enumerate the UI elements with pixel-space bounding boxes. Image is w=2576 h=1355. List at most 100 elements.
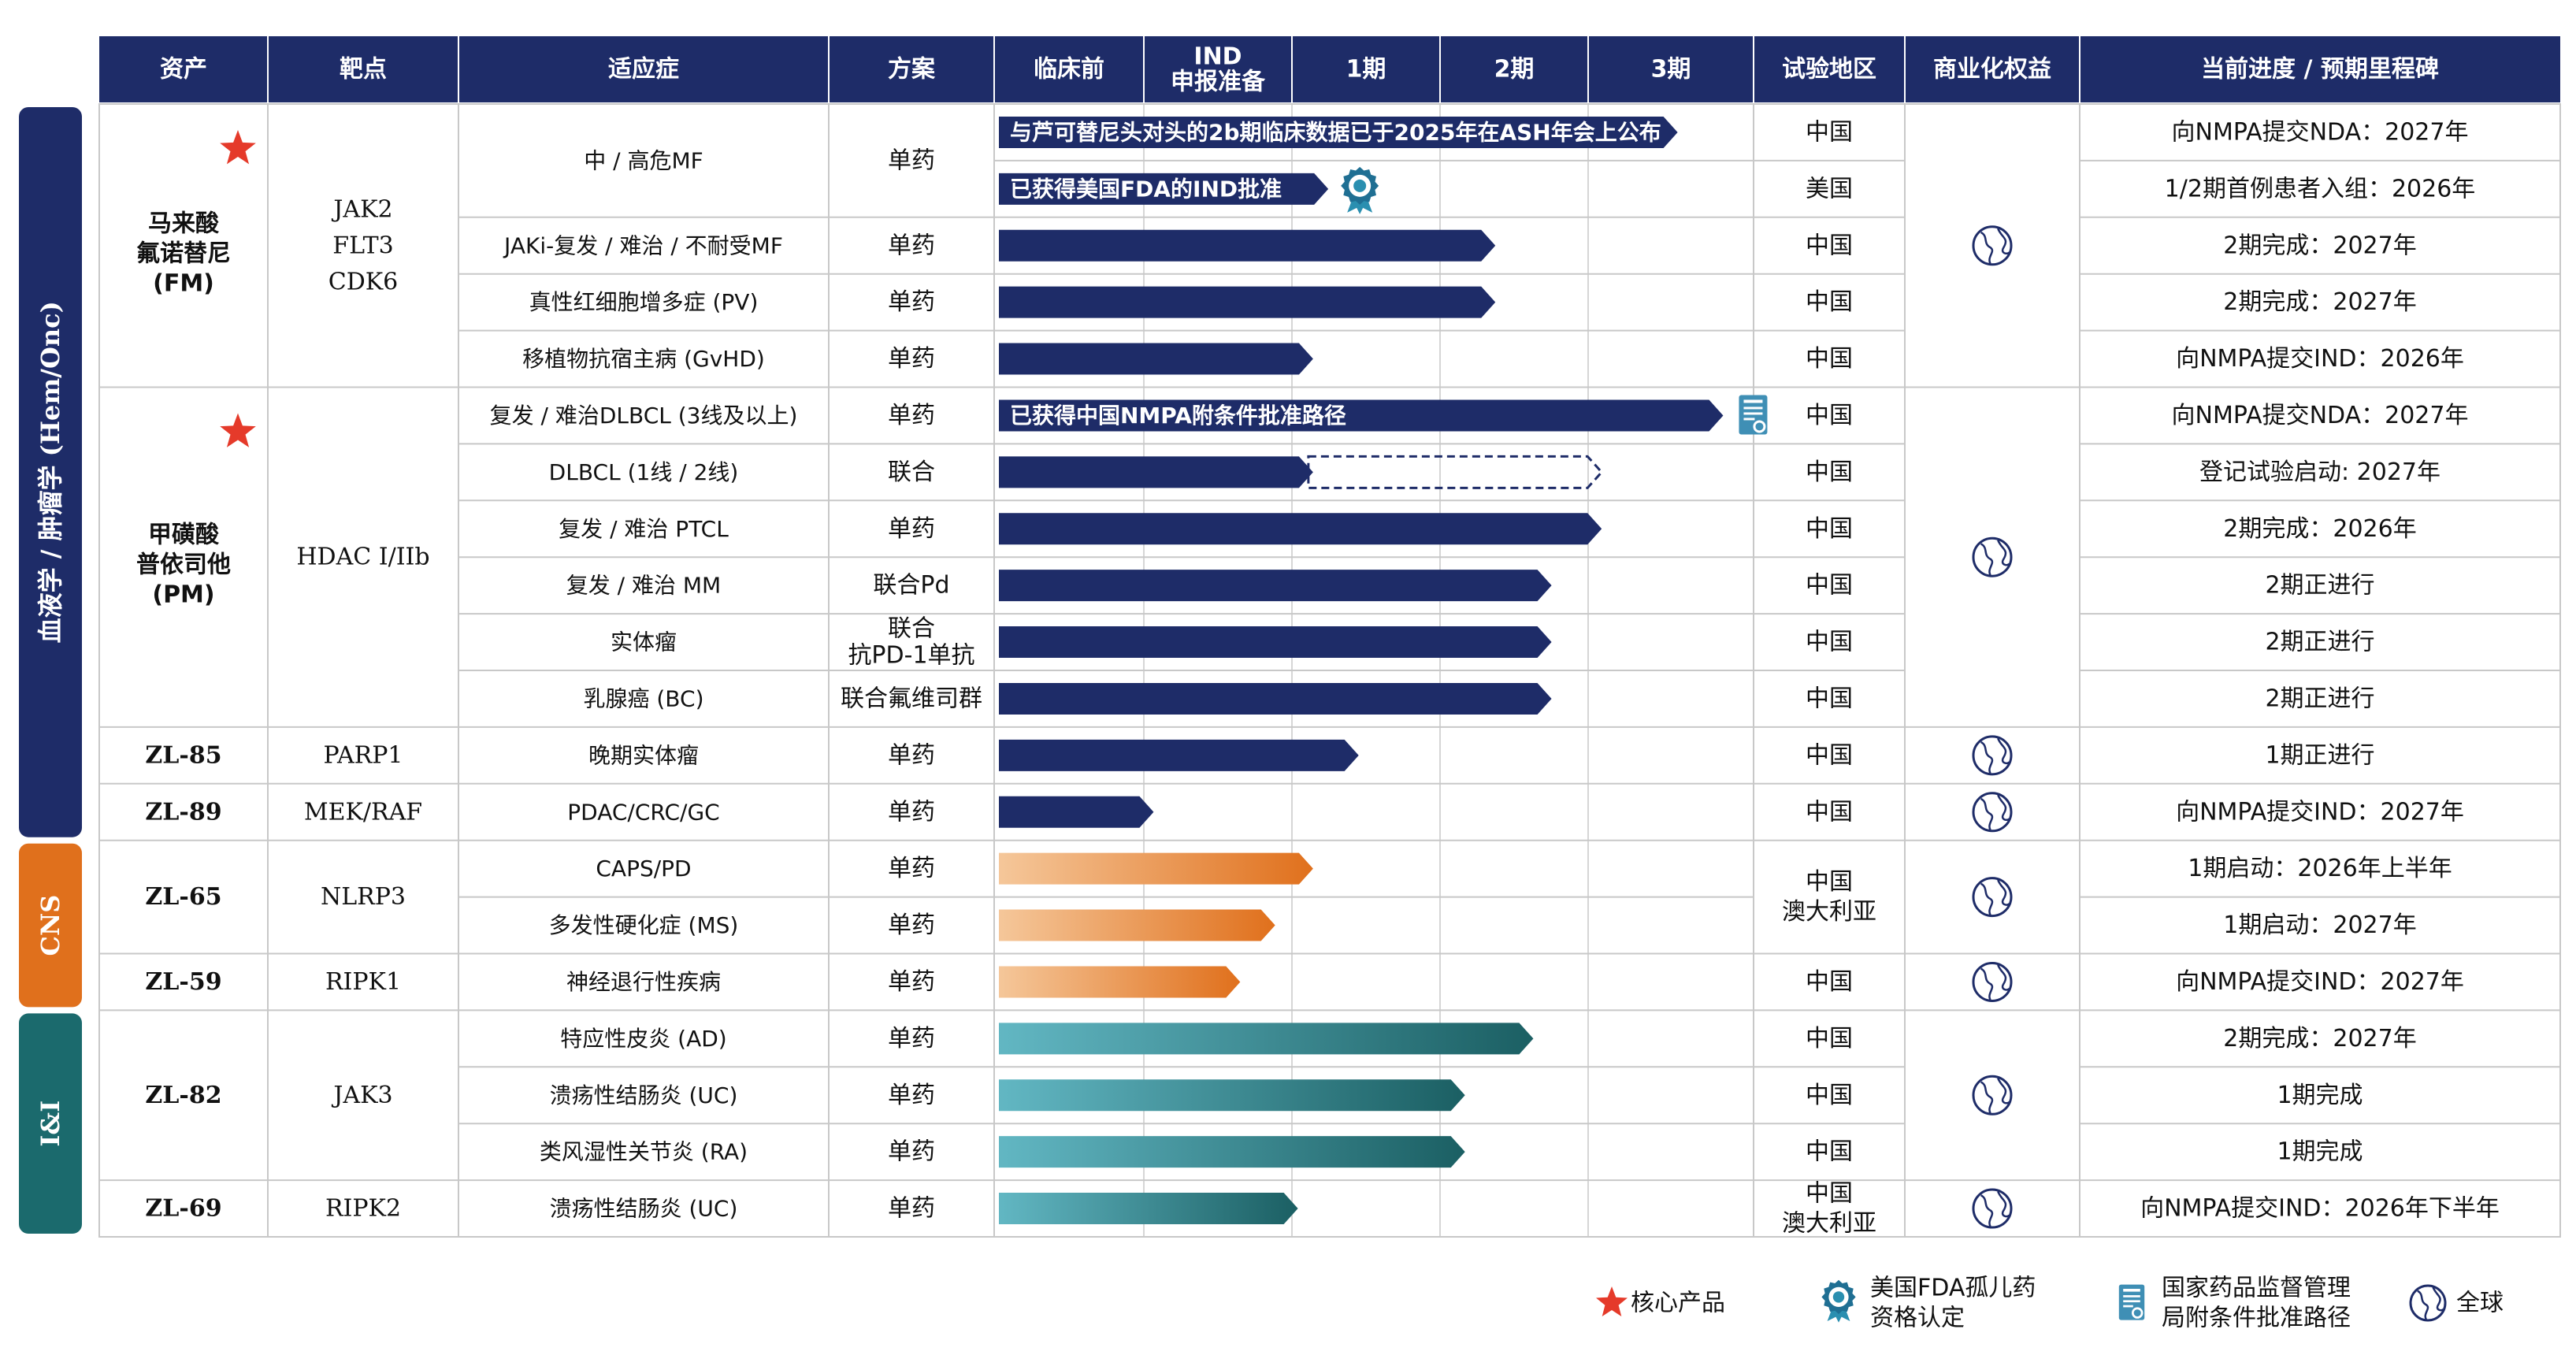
globe-icon	[1972, 225, 2013, 266]
regimen-text: 单药	[888, 1025, 935, 1052]
legend-nmpa-label: 国家药品监督管理局附条件批准路径	[2162, 1275, 2351, 1332]
milestone-text: 1/2期首例患者入组：2026年	[2165, 175, 2476, 202]
region-text: 中国	[1806, 1138, 1853, 1166]
progress-bar	[999, 966, 1241, 998]
regimen-text: 联合氟维司群	[841, 685, 982, 712]
milestone-text: 2期正进行	[2265, 629, 2374, 656]
milestone-text: 向NMPA提交NDA：2027年	[2172, 402, 2469, 429]
regimen-text: 单药	[888, 402, 935, 429]
header-cell-3: 方案	[888, 56, 936, 84]
progress-bar	[999, 682, 1552, 715]
category-label: CNS	[35, 895, 65, 956]
asset-name: ZL-65	[145, 883, 221, 911]
legend-global-label: 全球	[2456, 1290, 2504, 1317]
table-grid	[98, 103, 2561, 1238]
region-text: 中国	[1806, 345, 1853, 373]
legend-star-icon	[1596, 1286, 1628, 1316]
globe-icon	[1972, 1075, 2013, 1116]
regimen-text: 单药	[888, 1082, 935, 1109]
globe-icon	[1972, 877, 2013, 918]
indication-text: 神经退行性疾病	[566, 969, 721, 995]
milestone-text: 2期完成：2026年	[2223, 515, 2416, 543]
category-pill	[19, 107, 82, 837]
milestone-text: 向NMPA提交IND：2026年	[2176, 345, 2464, 373]
milestone-text: 向NMPA提交NDA：2027年	[2172, 118, 2469, 146]
regimen-text: 单药	[888, 855, 935, 882]
indication-text: DLBCL (1线 / 2线)	[549, 459, 739, 485]
regimen-text: 联合Pd	[873, 572, 949, 600]
progress-bar	[999, 343, 1313, 375]
table-header: 资产 靶点 适应症 方案 临床前 IND 申报准备 1期 2期 3期 试验地区 商业化权益 当前进度 /…	[99, 36, 2560, 102]
regimen-text: 单药	[888, 798, 935, 826]
milestone-text: 登记试验启动: 2027年	[2199, 458, 2441, 486]
indication-text: 多发性硬化症 (MS)	[549, 912, 739, 938]
indication-text: 乳腺癌 (BC)	[583, 685, 703, 711]
target-name: NLRP3	[321, 883, 406, 911]
progress-bar	[999, 739, 1359, 771]
milestone-text: 2期完成：2027年	[2223, 288, 2416, 316]
asset-name: 甲磺酸普依司他(PM)	[136, 522, 231, 609]
progress-bar	[999, 1136, 1465, 1168]
indication-text: 晚期实体瘤	[588, 742, 699, 768]
globe-icon	[1972, 536, 2013, 577]
regimen-text: 单药	[888, 741, 935, 769]
nmpa-conditional-approval-icon	[1739, 395, 1768, 435]
indication-text: PDAC/CRC/GC	[567, 799, 719, 825]
target-name: HDAC I/IIb	[296, 544, 429, 571]
nmpa-conditional-approval-icon	[2118, 1284, 2145, 1320]
region-text: 中国澳大利亚	[1782, 1180, 1876, 1238]
target-name: RIPK1	[325, 968, 401, 996]
regimen-text: 单药	[888, 968, 935, 996]
indication-text: 特应性皮炎 (AD)	[560, 1026, 726, 1052]
indication-text: CAPS/PD	[596, 856, 691, 882]
region-text: 中国	[1806, 458, 1853, 486]
legend: 核心产品 美国FDA孤儿药资格认定 国家药品监督管理局附条件批准路径 全球	[1596, 1275, 2504, 1332]
legend-core-label: 核心产品	[1631, 1290, 1725, 1317]
globe-icon	[1972, 961, 2013, 1002]
indication-rows: 中 / 高危MF 单药向NMPA提交NDA：2027年1/2期首例患者入组：202…	[490, 118, 2500, 1237]
category-pill	[19, 1013, 82, 1234]
asset-name: 马来酸氟诺替尼(FM)	[136, 210, 231, 297]
regimen-text: 单药	[888, 515, 935, 543]
progress-bar	[999, 229, 1496, 262]
target-name: PARP1	[324, 741, 403, 769]
milestone-text: 2期正进行	[2265, 572, 2374, 600]
milestone-text: 2期正进行	[2265, 685, 2374, 712]
fda-orphan-drug-icon	[1341, 166, 1379, 214]
milestone-text: 向NMPA提交IND：2027年	[2176, 968, 2464, 996]
indication-text: 复发 / 难治 PTCL	[559, 516, 729, 542]
region-text: 中国	[1806, 741, 1853, 769]
milestone-text: 向NMPA提交IND：2026年下半年	[2140, 1195, 2500, 1223]
region-text: 中国	[1806, 515, 1853, 543]
core-product-star-icon	[220, 130, 256, 165]
header-cell-2: 适应症	[608, 56, 679, 84]
header-cell-4: 临床前	[1034, 56, 1104, 84]
region-text: 中国澳大利亚	[1782, 868, 1876, 926]
indication-text: 复发 / 难治DLBCL (3线及以上)	[490, 403, 798, 429]
region-text: 中国	[1806, 685, 1853, 712]
progress-bar	[999, 399, 1724, 432]
category-label: I&I	[35, 1101, 65, 1147]
phase-bars: 与芦可替尼头对头的2b期临床数据已于2025年在ASH年会上公布已获得美国FDA…	[999, 116, 1768, 1225]
regimen-text: 单药	[888, 1195, 935, 1223]
region-text: 中国	[1806, 1025, 1853, 1052]
progress-bar	[999, 456, 1313, 488]
target-name: RIPK2	[325, 1195, 401, 1223]
header-cell-10: 商业化权益	[1933, 56, 2051, 84]
region-text: 中国	[1806, 572, 1853, 600]
globe-icon	[1972, 1188, 2013, 1229]
indication-text: 复发 / 难治 MM	[566, 573, 721, 599]
asset-name: ZL-59	[145, 968, 221, 996]
region-text: 中国	[1806, 629, 1853, 656]
category-pill	[19, 843, 82, 1008]
indication-text: 类风湿性关节炎 (RA)	[540, 1139, 748, 1165]
globe-icon	[1972, 792, 2013, 833]
progress-bar	[999, 909, 1275, 941]
progress-bar	[999, 286, 1496, 318]
milestone-text: 2期完成：2027年	[2223, 232, 2416, 259]
region-text: 中国	[1806, 118, 1853, 146]
header-cell-1: 靶点	[340, 56, 387, 84]
legend-fda-label: 美国FDA孤儿药资格认定	[1870, 1275, 2036, 1332]
region-text: 中国	[1806, 968, 1853, 996]
